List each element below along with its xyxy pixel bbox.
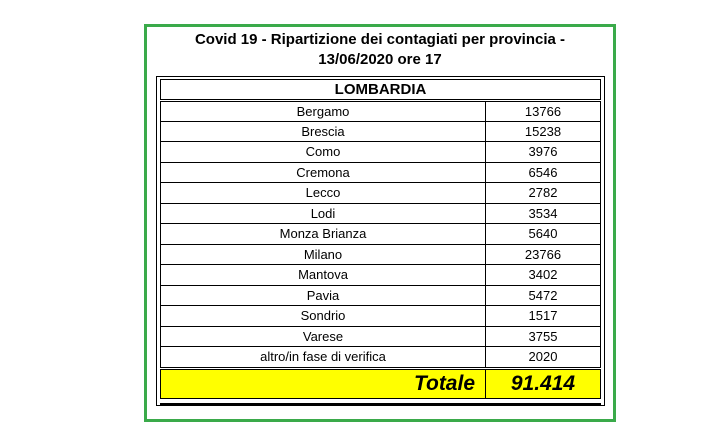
province-name: Mantova <box>161 265 486 285</box>
province-count: 5472 <box>528 287 558 303</box>
province-name: Milano <box>161 244 486 264</box>
province-name: Varese <box>161 326 486 346</box>
province-name: Pavia <box>161 285 486 305</box>
province-count: 1517 <box>528 308 558 323</box>
province-count: 15238 <box>524 123 562 139</box>
province-name: Sondrio <box>161 306 486 326</box>
table-row: Monza Brianza 5640 <box>160 224 601 245</box>
table-row: Como 3976 <box>160 142 601 163</box>
province-name: Monza Brianza <box>161 224 486 244</box>
province-table: LOMBARDIA Bergamo 13766 Brescia 15238 Como 39… <box>156 76 605 406</box>
province-count: 3534 <box>528 205 558 221</box>
province-name: altro/in fase di verifica <box>161 347 486 367</box>
total-row: Totale 91.414 <box>160 369 601 399</box>
table-row: Cremona 6546 <box>160 162 601 183</box>
province-count: 23766 <box>524 246 562 262</box>
table-row: Lecco 2782 <box>160 183 601 204</box>
province-name: Brescia <box>161 121 486 141</box>
table-row: Lodi 3534 <box>160 203 601 224</box>
province-name: Como <box>161 142 486 162</box>
document-title: Covid 19 - Ripartizione dei contagiati p… <box>150 30 610 70</box>
province-count: 6546 <box>528 164 558 180</box>
table-row: Mantova 3402 <box>160 265 601 286</box>
table-row: Varese 3755 <box>160 326 601 347</box>
province-count: 3976 <box>528 144 558 159</box>
table-row: Pavia 5472 <box>160 285 601 306</box>
table-row: Milano 23766 <box>160 244 601 265</box>
province-count: 2020 <box>528 349 558 364</box>
total-label: Totale <box>161 370 486 398</box>
table-row: altro/in fase di verifica 2020 <box>160 347 601 368</box>
province-name: Bergamo <box>161 102 486 121</box>
province-count: 13766 <box>524 104 562 119</box>
document-frame <box>144 24 616 422</box>
title-line-2: 13/06/2020 ore 17 <box>318 51 442 68</box>
table-row: Bergamo 13766 <box>160 101 601 122</box>
province-name: Lecco <box>161 183 486 203</box>
table-rows: Bergamo 13766 Brescia 15238 Como 3976 Cremona 6… <box>160 101 601 368</box>
province-count: 3755 <box>528 328 558 344</box>
province-count: 2782 <box>528 185 558 200</box>
province-count: 3402 <box>528 267 558 282</box>
total-value: 91.414 <box>510 372 576 395</box>
title-line-1: Covid 19 - Ripartizione dei contagiati p… <box>194 31 566 48</box>
bottom-divider <box>160 403 601 405</box>
province-count: 5640 <box>528 226 558 241</box>
province-name: Cremona <box>161 162 486 182</box>
table-row: Brescia 15238 <box>160 121 601 142</box>
table-row: Sondrio 1517 <box>160 306 601 327</box>
province-name: Lodi <box>161 203 486 223</box>
region-header: LOMBARDIA <box>160 79 601 100</box>
